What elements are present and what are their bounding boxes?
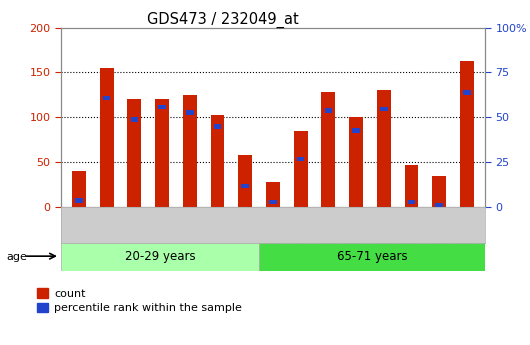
Bar <box>297 157 304 161</box>
Bar <box>103 96 110 100</box>
Text: 20-29 years: 20-29 years <box>125 250 195 263</box>
Bar <box>380 107 387 111</box>
FancyBboxPatch shape <box>61 243 259 271</box>
Bar <box>238 155 252 207</box>
Bar <box>404 165 419 207</box>
Bar <box>214 125 222 129</box>
Bar <box>183 95 197 207</box>
Bar <box>242 184 249 188</box>
Bar <box>294 131 307 207</box>
Bar <box>210 115 224 207</box>
Bar <box>72 171 86 207</box>
Legend: count, percentile rank within the sample: count, percentile rank within the sample <box>37 288 242 313</box>
Bar <box>463 90 471 95</box>
Text: age: age <box>6 252 27 262</box>
Bar <box>352 128 360 132</box>
FancyBboxPatch shape <box>259 243 485 271</box>
Bar <box>186 110 193 115</box>
Bar <box>155 99 169 207</box>
Bar <box>127 99 142 207</box>
Bar <box>408 200 416 204</box>
Bar <box>432 176 446 207</box>
Bar <box>322 92 335 207</box>
Text: 65-71 years: 65-71 years <box>337 250 407 263</box>
Bar <box>377 90 391 207</box>
Bar <box>436 204 443 208</box>
Bar <box>349 117 363 207</box>
Bar <box>75 198 83 203</box>
Bar <box>266 182 280 207</box>
Text: GDS473 / 232049_at: GDS473 / 232049_at <box>147 12 298 28</box>
Bar <box>100 68 113 207</box>
Bar <box>460 61 474 207</box>
Bar <box>324 108 332 113</box>
Bar <box>158 105 166 109</box>
Bar <box>130 117 138 122</box>
Bar <box>269 200 277 204</box>
